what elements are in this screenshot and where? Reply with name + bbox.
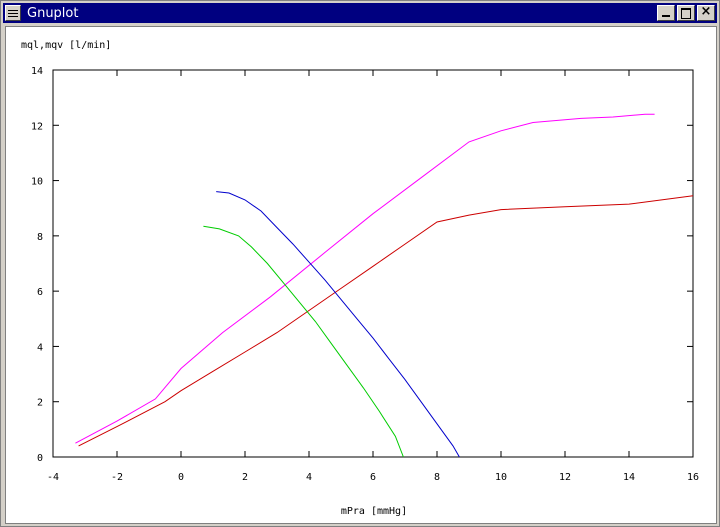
title-bar[interactable]: Gnuplot × <box>3 3 717 23</box>
minimize-icon <box>662 15 670 17</box>
y-tick-label: 4 <box>37 342 43 353</box>
y-axis-label: mql,mqv [l/min] <box>21 40 111 51</box>
system-menu-bar <box>8 9 18 11</box>
close-button[interactable]: × <box>697 4 715 21</box>
minimize-button[interactable] <box>657 5 675 21</box>
x-tick-label: 10 <box>495 472 507 483</box>
maximize-button[interactable] <box>677 5 695 21</box>
close-icon: × <box>700 4 712 19</box>
x-tick-label: 12 <box>559 472 571 483</box>
y-tick-label: 0 <box>37 453 43 464</box>
chart: mql,mqv [l/min] mPra [mmHg] -4 -2 0 2 4 6 8 10 1… <box>21 40 699 517</box>
x-tick-label: 14 <box>623 472 635 483</box>
y-tick-label: 14 <box>31 66 43 77</box>
system-menu-bar <box>8 15 18 17</box>
y-tick-label: 10 <box>31 177 43 188</box>
x-tick-label: 4 <box>306 472 312 483</box>
x-tick-label: -4 <box>47 472 59 483</box>
maximize-icon <box>681 8 691 19</box>
series-line-1 <box>75 113 655 444</box>
axis-ticks: -4 -2 0 2 4 6 8 10 12 14 16 0 2 4 6 8 10 12 14 <box>31 66 699 483</box>
y-tick-label: 6 <box>37 287 43 298</box>
series-line-4 <box>203 225 404 458</box>
series-line-3 <box>216 191 460 458</box>
x-axis-label: mPra [mmHg] <box>341 506 407 517</box>
y-tick-label: 2 <box>37 398 43 409</box>
x-tick-label: 8 <box>434 472 440 483</box>
system-menu-bar <box>8 12 18 14</box>
plot-area: mql,mqv [l/min] mPra [mmHg] -4 -2 0 2 4 6 8 10 1… <box>5 26 717 524</box>
y-tick-label: 12 <box>31 121 43 132</box>
x-tick-label: 6 <box>370 472 376 483</box>
x-tick-label: -2 <box>111 472 123 483</box>
x-tick-label: 16 <box>687 472 699 483</box>
series-layer <box>75 113 694 458</box>
plot-frame <box>52 69 694 458</box>
system-menu-icon[interactable] <box>5 5 21 21</box>
y-tick-label: 8 <box>37 232 43 243</box>
window-title: Gnuplot <box>27 5 79 21</box>
series-line-2 <box>78 195 694 447</box>
x-tick-label: 2 <box>242 472 248 483</box>
x-tick-label: 0 <box>178 472 184 483</box>
